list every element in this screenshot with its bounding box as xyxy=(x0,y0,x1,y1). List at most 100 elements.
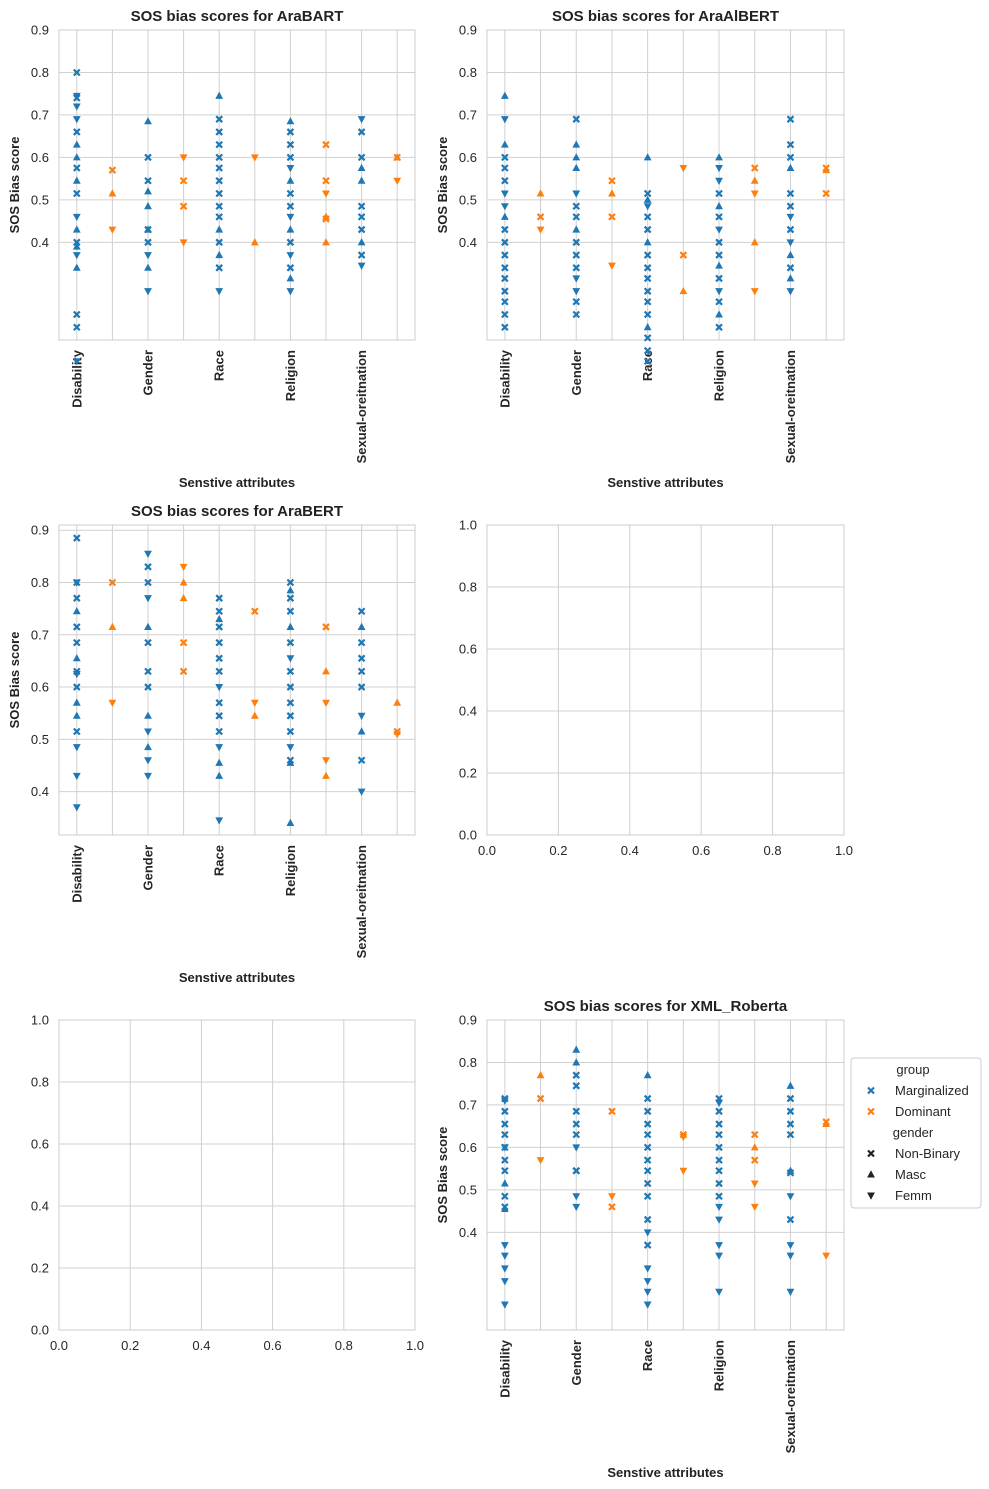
data-point-x-marker xyxy=(73,727,81,736)
legend-triangle-down-icon xyxy=(867,1192,875,1200)
data-point-triangle-up-marker xyxy=(250,238,259,246)
y-tick-label: 0.9 xyxy=(459,23,477,38)
data-point-triangle-up-marker xyxy=(72,225,81,233)
data-point-triangle-down-marker xyxy=(822,1252,831,1260)
data-point-x-marker xyxy=(215,638,223,647)
data-point-triangle-down-marker xyxy=(715,1099,723,1108)
legend-entry-marginalized: Marginalized xyxy=(895,1083,969,1098)
data-point-x-marker xyxy=(144,563,152,571)
axes-frame xyxy=(58,1019,416,1331)
data-point-triangle-up-marker xyxy=(72,242,81,250)
data-point-x-marker xyxy=(357,128,366,136)
data-point-x-marker xyxy=(643,274,652,283)
data-point-x-marker xyxy=(501,1107,509,1116)
data-point-x-marker xyxy=(144,176,152,185)
legend-entry-dominant: Dominant xyxy=(895,1104,951,1119)
data-point-triangle-up-marker xyxy=(144,263,152,271)
data-point-triangle-down-marker xyxy=(286,744,295,752)
data-point-triangle-up-marker xyxy=(643,195,652,203)
data-point-x-marker xyxy=(572,213,581,221)
data-point-x-marker xyxy=(786,140,795,149)
data-point-triangle-down-marker xyxy=(179,239,188,247)
data-point-triangle-up-marker xyxy=(215,771,224,779)
data-point-triangle-up-marker xyxy=(179,593,188,602)
data-point-triangle-up-marker xyxy=(72,711,81,719)
data-point-x-marker xyxy=(73,94,81,102)
data-point-triangle-down-marker xyxy=(679,165,688,173)
data-point-x-marker xyxy=(322,176,330,185)
data-point-x-marker xyxy=(715,1179,723,1188)
y-tick-label: 0.5 xyxy=(31,192,49,207)
data-point-triangle-up-marker xyxy=(286,586,295,594)
legend: group Marginalized Dominant gender Non-Binar… xyxy=(850,1057,982,1209)
data-point-x-marker xyxy=(286,594,295,602)
data-point-triangle-down-marker xyxy=(786,213,795,222)
data-point-x-marker xyxy=(286,727,295,736)
data-point-triangle-up-marker xyxy=(572,1045,581,1053)
y-axis-label: SOS Bias score xyxy=(435,137,450,234)
data-point-triangle-up-marker xyxy=(322,771,330,779)
subplot-bottom-right: 0.4 0.5 0.6 0.7 0.8 0.9 Disability Gender Race Re… xyxy=(435,998,845,1480)
data-point-triangle-down-marker xyxy=(215,684,224,692)
data-point-triangle-down-marker xyxy=(108,226,117,234)
data-point-x-marker xyxy=(750,1156,759,1164)
data-point-triangle-down-marker xyxy=(572,190,581,198)
data-point-triangle-up-marker xyxy=(715,202,723,210)
data-point-x-marker xyxy=(786,1130,795,1139)
data-point-triangle-up-marker xyxy=(643,1071,652,1079)
data-point-triangle-up-marker xyxy=(786,163,795,172)
category-tick-label: Sexual-oreitnation xyxy=(354,350,369,463)
data-point-triangle-down-marker xyxy=(500,190,509,198)
data-point-x-marker xyxy=(715,1143,723,1152)
data-point-x-marker xyxy=(73,68,81,77)
data-point-x-marker xyxy=(179,202,188,211)
data-point-x-marker xyxy=(643,346,652,355)
data-point-triangle-down-marker xyxy=(179,563,188,572)
y-tick-label: 0.9 xyxy=(31,523,49,538)
data-point-triangle-up-marker xyxy=(286,622,295,630)
y-tick-label: 0.8 xyxy=(31,1075,49,1090)
data-point-x-marker xyxy=(715,251,723,259)
data-point-x-marker xyxy=(643,1179,652,1188)
data-point-triangle-down-marker xyxy=(108,699,117,707)
data-point-x-marker xyxy=(643,1107,652,1116)
category-tick-label: Race xyxy=(212,350,227,381)
data-point-x-marker xyxy=(179,638,188,647)
data-point-x-marker xyxy=(786,153,795,162)
data-point-x-marker xyxy=(715,1120,723,1128)
data-point-triangle-up-marker xyxy=(393,698,402,706)
y-tick-label: 0.9 xyxy=(459,1013,477,1028)
x-tick-label: 0.0 xyxy=(50,1338,68,1353)
data-point-triangle-down-marker xyxy=(144,595,152,603)
category-tick-label: Religion xyxy=(283,350,298,401)
data-point-triangle-up-marker xyxy=(536,1071,545,1079)
y-tick-label: 0.4 xyxy=(459,704,477,719)
data-point-triangle-up-marker xyxy=(144,117,152,125)
y-tick-label: 0.0 xyxy=(459,828,477,843)
data-point-x-marker xyxy=(357,225,366,234)
data-point-x-marker xyxy=(786,1094,795,1103)
data-point-x-marker xyxy=(501,264,509,272)
data-point-triangle-up-marker xyxy=(286,818,295,826)
data-point-x-marker xyxy=(501,164,509,172)
data-point-x-marker xyxy=(215,153,223,162)
data-point-triangle-down-marker xyxy=(286,288,295,296)
data-point-triangle-down-marker xyxy=(715,1203,723,1212)
data-point-x-marker xyxy=(643,298,652,306)
data-point-triangle-up-marker xyxy=(215,91,224,99)
y-tick-label: 0.8 xyxy=(31,575,49,590)
data-point-x-marker xyxy=(179,667,188,676)
y-tick-label: 0.5 xyxy=(459,192,477,207)
data-point-triangle-up-marker xyxy=(72,176,81,184)
data-point-x-marker xyxy=(73,128,81,136)
data-point-x-marker xyxy=(715,298,723,306)
data-point-triangle-down-marker xyxy=(500,1242,509,1250)
data-point-x-marker xyxy=(357,213,366,221)
data-point-triangle-up-marker xyxy=(572,225,581,233)
data-point-x-marker xyxy=(786,189,795,198)
data-point-triangle-down-marker xyxy=(250,154,259,162)
data-point-triangle-down-marker xyxy=(144,757,152,765)
x-tick-label: 0.6 xyxy=(264,1338,282,1353)
y-tick-label: 0.2 xyxy=(31,1261,49,1276)
data-point-x-marker xyxy=(501,1130,509,1139)
